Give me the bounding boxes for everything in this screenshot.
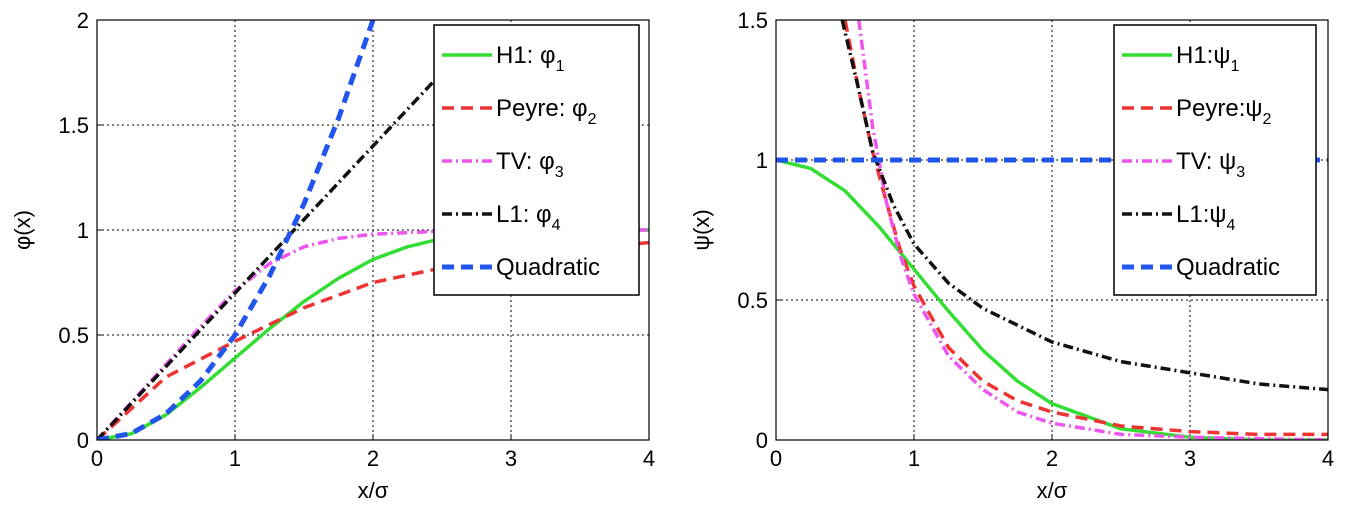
legend-subscript: 2 <box>588 111 597 128</box>
y-tick-label: 0.5 <box>58 323 89 348</box>
series-line <box>840 20 1328 392</box>
x-tick-label: 2 <box>1046 446 1058 471</box>
legend-subscript: 3 <box>1236 164 1245 181</box>
legend-subscript: 1 <box>1230 58 1239 75</box>
y-axis-label: ψ(x) <box>689 209 714 250</box>
y-tick-label: 1 <box>77 218 89 243</box>
legend-subscript: 3 <box>555 164 564 181</box>
y-tick-label: 1.5 <box>737 8 768 33</box>
legend-subscript: 1 <box>556 58 565 75</box>
axes-frame <box>775 19 1329 441</box>
legend-label: Quadratic <box>1176 254 1280 281</box>
x-tick-label: 1 <box>908 446 920 471</box>
y-tick-label: 0 <box>77 428 89 453</box>
x-tick-label: 3 <box>505 446 517 471</box>
x-tick-label: 0 <box>770 446 782 471</box>
y-tick-label: 2 <box>77 8 89 33</box>
legend-label: Quadratic <box>496 254 600 281</box>
y-tick-label: 1 <box>756 148 768 173</box>
legend-subscript: 4 <box>1226 217 1235 234</box>
legend-subscript: 2 <box>1262 111 1271 128</box>
y-tick-label: 1.5 <box>58 113 89 138</box>
x-tick-label: 0 <box>91 446 103 471</box>
y-axis-label: φ(x) <box>10 210 35 250</box>
series-line <box>97 240 649 440</box>
series-line <box>857 20 1328 440</box>
x-tick-label: 4 <box>1322 446 1334 471</box>
y-tick-label: 0.5 <box>737 288 768 313</box>
axes-frame <box>96 19 650 441</box>
y-tick-label: 0 <box>756 428 768 453</box>
x-tick-label: 2 <box>367 446 379 471</box>
x-axis-label: x/σ <box>1037 478 1068 503</box>
x-tick-label: 1 <box>229 446 241 471</box>
x-axis-label: x/σ <box>358 478 389 503</box>
legend-subscript: 4 <box>552 217 561 234</box>
series-line <box>97 20 376 440</box>
series-group <box>776 20 1328 440</box>
x-tick-label: 3 <box>1184 446 1196 471</box>
x-tick-label: 4 <box>643 446 655 471</box>
